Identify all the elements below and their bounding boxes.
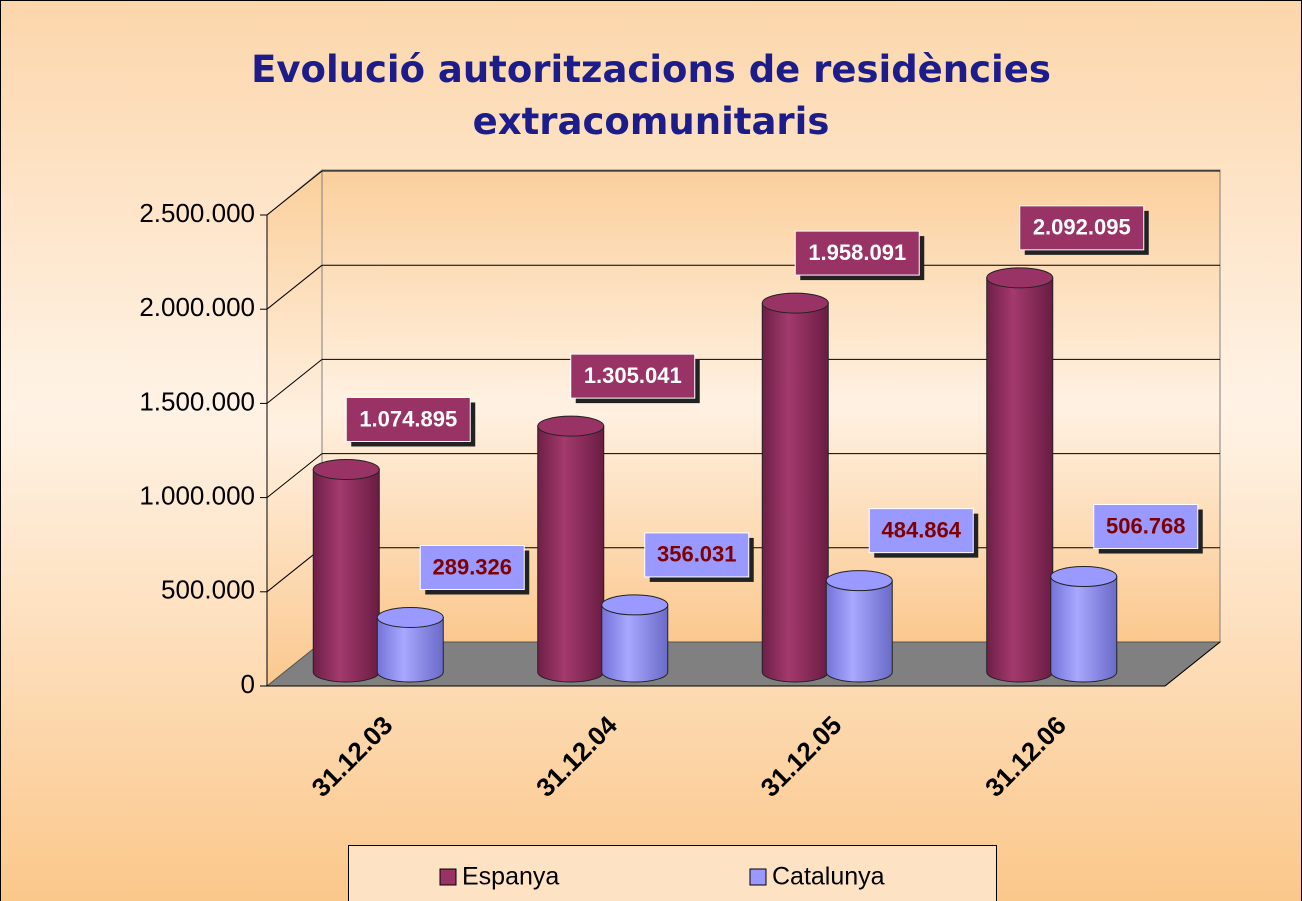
- y-tick-label: 2.000.000: [139, 292, 255, 322]
- bar-top: [537, 415, 605, 437]
- legend-label: Catalunya: [772, 863, 885, 891]
- grid-line: [266, 170, 323, 216]
- y-tick-label: 1.500.000: [139, 386, 255, 416]
- y-tick-label: 0: [241, 669, 255, 699]
- label-box: [1019, 205, 1145, 251]
- label-box: [570, 353, 696, 399]
- grid-line: [266, 359, 323, 404]
- bar-top: [761, 292, 829, 314]
- data-label: 484.864: [881, 517, 961, 542]
- label-box: [868, 508, 974, 554]
- data-label: 1.305.041: [584, 363, 682, 388]
- bar-top: [986, 267, 1054, 289]
- bar: [825, 580, 893, 683]
- y-tick-label: 500.000: [161, 575, 255, 605]
- legend-swatch: [439, 868, 457, 886]
- bar: [376, 616, 444, 683]
- floor-edge: [1164, 641, 1221, 687]
- label-box: [1093, 504, 1199, 550]
- y-tick-label: 2.500.000: [139, 198, 255, 228]
- chart-title: Evolució autoritzacions de residències e…: [251, 48, 1051, 143]
- bar-top: [312, 458, 380, 480]
- data-label: 506.768: [1106, 513, 1186, 538]
- label-box: [345, 396, 471, 442]
- bar: [312, 468, 380, 683]
- data-label: 1.074.895: [359, 406, 457, 431]
- bar: [1050, 576, 1118, 683]
- bar: [986, 277, 1054, 683]
- label-box: [794, 230, 920, 276]
- grid-line: [266, 453, 323, 498]
- label-box: [644, 532, 750, 578]
- data-label: 2.092.095: [1033, 215, 1131, 240]
- bar-top: [601, 594, 669, 616]
- bar: [601, 604, 669, 683]
- bar: [537, 425, 605, 683]
- legend-label: Espanya: [462, 863, 559, 891]
- y-tick-label: 1.000.000: [139, 480, 255, 510]
- bar-top: [376, 606, 444, 628]
- bar-top: [825, 570, 893, 592]
- data-label: 1.958.091: [808, 240, 906, 265]
- label-box: [419, 544, 525, 590]
- legend-swatch: [749, 868, 767, 886]
- data-label: 356.031: [657, 542, 737, 567]
- bar-top: [1050, 566, 1118, 588]
- data-label: 289.326: [432, 554, 512, 579]
- grid-line: [266, 264, 323, 310]
- bar: [761, 302, 829, 683]
